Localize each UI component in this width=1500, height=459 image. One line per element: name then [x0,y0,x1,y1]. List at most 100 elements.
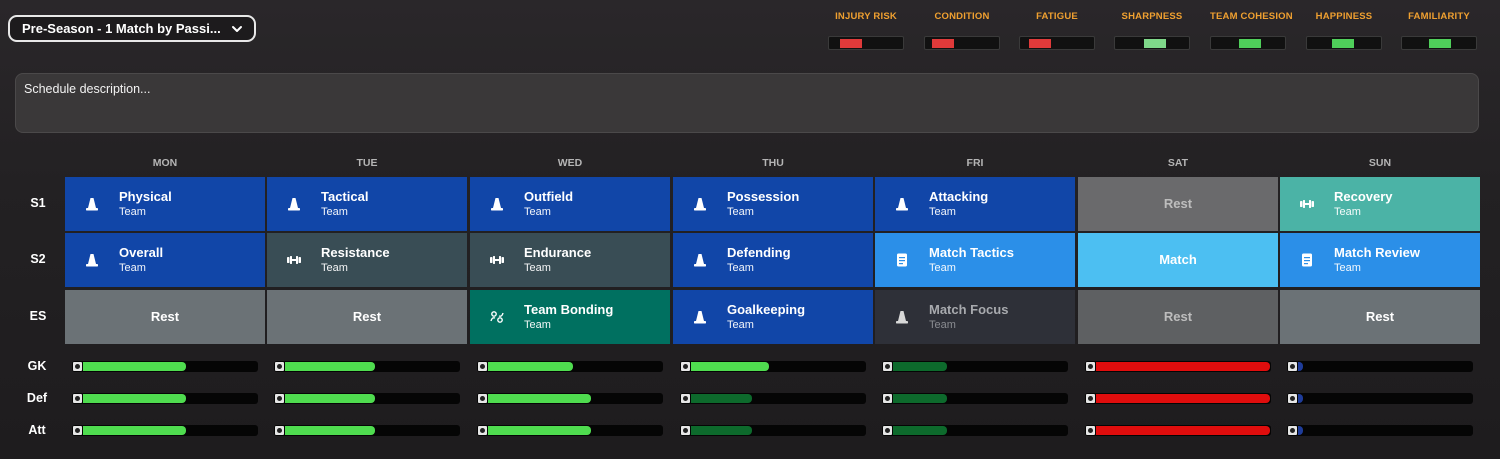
workload-icon [478,362,487,371]
indicator-marker [1332,39,1355,48]
session-text: Goalkeeping Team [727,302,805,333]
indicator-label: INJURY RISK [835,11,897,22]
session-icon-wrap [470,290,524,344]
workload-icon [275,362,284,371]
session-mon-s2[interactable]: Overall Team [65,233,265,287]
workload-icon [73,394,82,403]
session-tue-es[interactable]: Rest [267,290,467,344]
session-wed-es[interactable]: Team Bonding Team [470,290,670,344]
workload-icon [73,362,82,371]
indicator-sharpness: SHARPNESS [1114,11,1190,50]
load-row-label-def: Def [26,391,48,405]
indicator-label: FAMILIARITY [1408,11,1470,22]
session-mon-s1[interactable]: Physical Team [65,177,265,231]
session-thu-es[interactable]: Goalkeeping Team [673,290,873,344]
session-sat-es[interactable]: Rest [1078,290,1278,344]
session-mon-es[interactable]: Rest [65,290,265,344]
session-fri-es[interactable]: Match Focus Team [875,290,1075,344]
workload-icon [1086,394,1095,403]
session-text: Outfield Team [524,189,573,220]
session-title: Goalkeeping [727,301,806,317]
session-text: Possession Team [727,189,799,220]
session-title: Rest [1163,196,1193,211]
workload-meter-thu-def [680,393,866,404]
session-tue-s1[interactable]: Tactical Team [267,177,467,231]
session-icon-wrap [267,233,321,287]
cone-icon [86,198,98,211]
session-thu-s2[interactable]: Defending Team [673,233,873,287]
session-title: Rest [150,309,180,324]
cone-icon [896,311,908,324]
workload-fill [893,394,947,403]
workload-fill [488,394,591,403]
session-scope: Team [929,261,956,274]
indicator-bar [1019,36,1095,50]
workload-icon [73,426,82,435]
workload-fill [83,362,186,371]
schedule-dropdown[interactable]: Pre-Season - 1 Match by Passi... [8,15,256,42]
session-wed-s1[interactable]: Outfield Team [470,177,670,231]
session-tue-s2[interactable]: Resistance Team [267,233,467,287]
schedule-description-placeholder: Schedule description... [24,82,151,96]
cone-icon [694,311,706,324]
session-icon-wrap [673,177,727,231]
session-text: Match Focus Team [929,302,1008,333]
bonding-icon [490,311,504,323]
notepad-icon [1302,253,1312,267]
cone-icon [288,198,300,211]
session-text: Physical Team [119,189,172,220]
indicator-bar [1306,36,1382,50]
workload-fill [1096,362,1270,371]
session-scope: Team [929,318,956,331]
session-text: Overall Team [119,245,163,276]
schedule-description-field[interactable]: Schedule description... [15,73,1479,133]
workload-fill [691,426,752,435]
session-scope: Team [321,205,348,218]
workload-meter-mon-def [72,393,258,404]
session-sun-s1[interactable]: Recovery Team [1280,177,1480,231]
session-sun-es[interactable]: Rest [1280,290,1480,344]
session-text: Match Review Team [1334,245,1420,276]
workload-icon [1288,426,1297,435]
day-header-tue: TUE [356,157,378,169]
session-title: Match [1159,252,1197,267]
indicator-bar [1114,36,1190,50]
session-sat-s1[interactable]: Rest [1078,177,1278,231]
workload-meter-fri-att [882,425,1068,436]
workload-icon [275,394,284,403]
workload-fill [83,426,186,435]
workload-fill [1298,394,1304,403]
session-sun-s2[interactable]: Match Review Team [1280,233,1480,287]
indicator-bar [828,36,904,50]
session-wed-s2[interactable]: Endurance Team [470,233,670,287]
session-icon-wrap [875,233,929,287]
session-title: Defending [727,244,791,260]
schedule-dropdown-label: Pre-Season - 1 Match by Passi... [22,21,221,36]
indicator-marker [1239,39,1261,48]
workload-meter-sun-def [1287,393,1473,404]
indicator-injury-risk: INJURY RISK [828,11,904,50]
workload-fill [285,394,376,403]
workload-meter-wed-def [477,393,663,404]
indicator-bar [1210,36,1286,50]
session-thu-s1[interactable]: Possession Team [673,177,873,231]
indicator-bar [1401,36,1477,50]
day-header-mon: MON [152,157,178,169]
workload-fill [285,362,376,371]
indicator-condition: CONDITION [924,11,1000,50]
session-text: Team Bonding Team [524,302,613,333]
indicator-happiness: HAPPINESS [1306,11,1382,50]
session-fri-s1[interactable]: Attacking Team [875,177,1075,231]
indicator-bar [924,36,1000,50]
workload-meter-thu-gk [680,361,866,372]
workload-meter-sun-att [1287,425,1473,436]
workload-meter-wed-att [477,425,663,436]
session-sat-s2[interactable]: Match [1078,233,1278,287]
session-title: Recovery [1334,188,1393,204]
session-fri-s2[interactable]: Match Tactics Team [875,233,1075,287]
session-icon-wrap [1280,233,1334,287]
session-scope: Team [524,318,551,331]
workload-fill [893,426,947,435]
session-scope: Team [1334,261,1361,274]
indicator-label: TEAM COHESION [1210,11,1293,22]
